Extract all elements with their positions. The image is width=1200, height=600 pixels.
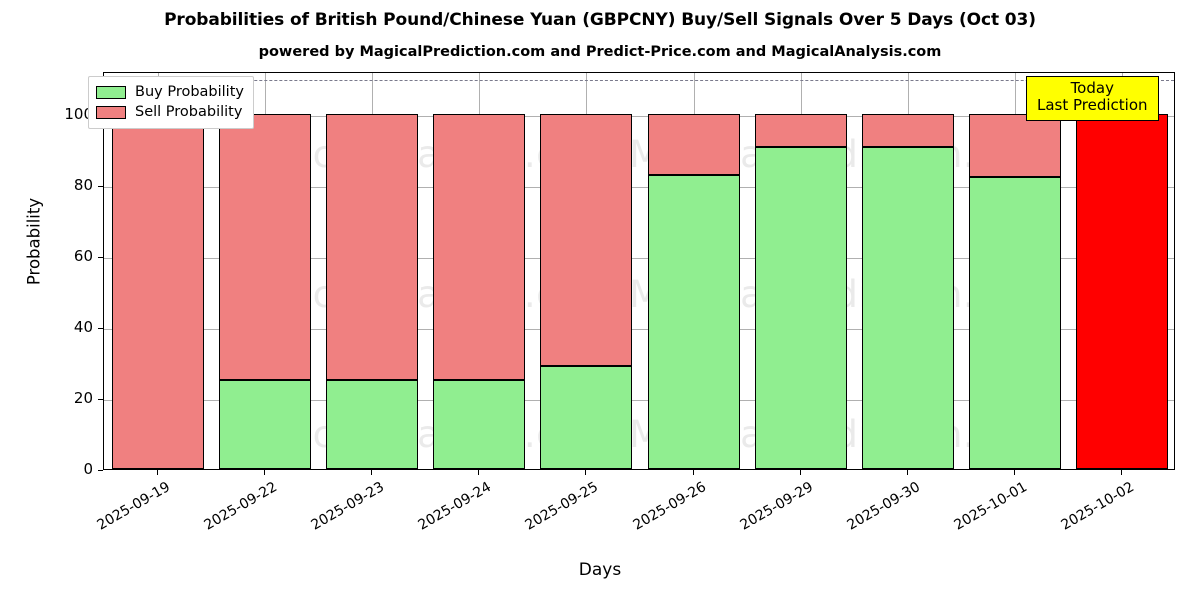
bar-group[interactable]	[433, 73, 526, 469]
bar-segment-buy[interactable]	[754, 146, 847, 469]
x-axis-label: Days	[578, 560, 622, 580]
legend-swatch-buy	[96, 85, 126, 99]
bar-segment-buy[interactable]	[969, 177, 1062, 469]
bar-group[interactable]	[969, 73, 1062, 469]
bar-segment-sell[interactable]	[111, 113, 204, 469]
x-axis-tick	[1121, 470, 1123, 475]
bar-segment-buy[interactable]	[325, 380, 419, 469]
annotation-line-last-prediction: Last Prediction	[1037, 96, 1148, 115]
y-axis-tick-label: 60	[73, 246, 93, 265]
y-axis-tick	[98, 398, 103, 400]
y-axis-tick	[98, 185, 103, 187]
chart-subtitle: powered by MagicalPrediction.com and Pre…	[258, 44, 942, 60]
y-axis-tick-label: 20	[73, 388, 93, 407]
x-axis-tick	[263, 470, 265, 475]
y-axis-tick-label: 80	[73, 175, 93, 194]
x-axis-tick	[371, 470, 372, 475]
bar-group[interactable]	[1076, 73, 1169, 469]
bar-segment-buy[interactable]	[218, 380, 311, 469]
x-axis-tick	[692, 470, 694, 475]
x-axis-tick	[799, 470, 801, 475]
bar-segment-today[interactable]	[1076, 113, 1169, 469]
y-axis-tick-label: 40	[73, 317, 93, 336]
bar-group[interactable]	[325, 73, 419, 469]
reference-line-dashed	[104, 80, 1174, 82]
y-axis-tick	[98, 470, 103, 471]
bar-segment-buy[interactable]	[433, 380, 526, 469]
legend-swatch-sell	[96, 105, 126, 119]
x-axis-tick	[156, 470, 158, 475]
bar-segment-buy[interactable]	[540, 365, 633, 469]
plot-area: MagicalAnalysis.com MagicalPrediction.co…	[103, 72, 1175, 470]
annotation-line-today: Today	[1070, 79, 1114, 97]
chart-legend: Buy Probability Sell Probability	[88, 76, 254, 129]
y-axis-tick	[98, 256, 103, 258]
bar-segment-buy[interactable]	[861, 146, 955, 469]
bar-segment-sell[interactable]	[754, 113, 847, 147]
page-title: Probabilities of British Pound/Chinese Y…	[164, 10, 1036, 30]
bar-group[interactable]	[754, 73, 847, 469]
bar-group[interactable]	[540, 73, 633, 469]
bar-group[interactable]	[111, 73, 204, 469]
legend-item-sell: Sell Probability	[96, 102, 244, 122]
bar-segment-sell[interactable]	[540, 113, 633, 366]
plot-inner: MagicalAnalysis.com MagicalPrediction.co…	[104, 73, 1174, 469]
bar-segment-sell[interactable]	[861, 113, 955, 147]
legend-label-buy: Buy Probability	[135, 84, 244, 100]
gridline-horizontal	[104, 399, 1174, 401]
bar-segment-sell[interactable]	[218, 113, 311, 381]
x-axis-tick	[1014, 470, 1016, 475]
y-axis-tick	[98, 327, 103, 329]
legend-item-buy: Buy Probability	[96, 82, 244, 102]
bar-segment-sell[interactable]	[647, 113, 740, 176]
gridline-horizontal	[104, 186, 1174, 188]
gridline-horizontal	[104, 257, 1174, 259]
x-axis-tick	[907, 470, 908, 475]
today-last-prediction-annotation: Today Last Prediction	[1026, 76, 1159, 121]
x-axis-tick	[478, 470, 480, 475]
x-axis-tick	[585, 470, 587, 475]
gridline-horizontal	[104, 328, 1174, 330]
gridline-horizontal	[104, 115, 1174, 117]
bar-segment-buy[interactable]	[647, 175, 740, 469]
bar-group[interactable]	[861, 73, 955, 469]
bar-segment-sell[interactable]	[433, 113, 526, 381]
y-axis-tick-label: 100	[64, 104, 93, 123]
bar-group[interactable]	[218, 73, 311, 469]
bar-segment-sell[interactable]	[969, 113, 1062, 178]
bar-group[interactable]	[647, 73, 740, 469]
bar-segment-sell[interactable]	[325, 113, 419, 381]
legend-label-sell: Sell Probability	[135, 104, 243, 120]
y-axis-tick-label: 0	[83, 460, 93, 478]
y-axis-label: Probability	[24, 197, 44, 286]
